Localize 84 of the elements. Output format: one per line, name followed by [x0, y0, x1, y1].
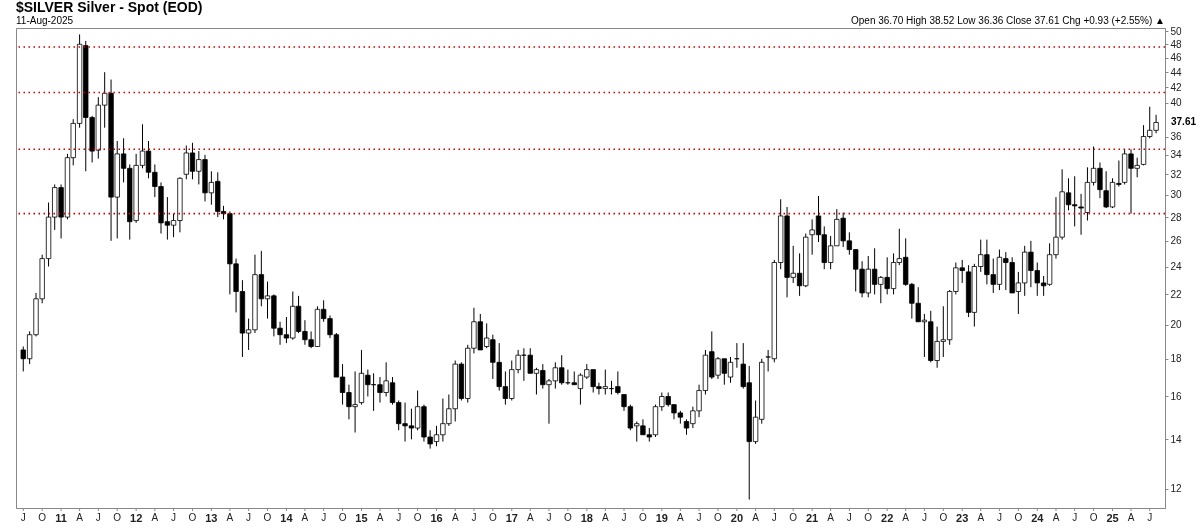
y-tick-label: 26 — [1170, 235, 1183, 247]
x-tick-label: J — [1147, 512, 1153, 523]
y-tick-label: 30 — [1170, 189, 1183, 201]
x-tick-label: O — [38, 512, 47, 523]
y-tick-label: 16 — [1170, 391, 1183, 402]
chart-title: $SILVER Silver - Spot (EOD) — [16, 0, 203, 15]
x-tick-label: 19 — [655, 512, 668, 524]
x-tick-label: 23 — [956, 512, 969, 524]
x-tick-label: J — [546, 512, 552, 523]
x-tick-label: O — [1014, 512, 1023, 523]
x-tick-label: 15 — [355, 512, 368, 524]
x-tick-label: A — [526, 512, 534, 523]
x-tick-label: O — [263, 512, 272, 523]
x-tick-label: O — [639, 512, 648, 523]
x-tick-label: O — [188, 512, 197, 523]
x-tick-label: 11 — [55, 512, 67, 524]
x-tick-label: J — [471, 512, 477, 523]
text: 37.61 — [1171, 116, 1197, 128]
x-tick-label: J — [321, 512, 327, 523]
y-tick-label: 32 — [1170, 168, 1183, 180]
x-tick-label: O — [113, 512, 122, 523]
y-tick-label: 22 — [1170, 288, 1183, 300]
x-tick-label: J — [171, 512, 177, 523]
x-tick-label: 12 — [130, 512, 143, 524]
y-tick-label: 36 — [1170, 131, 1183, 143]
x-tick-label: A — [601, 512, 609, 523]
x-tick-label: 20 — [730, 512, 744, 524]
y-tick-label: 46 — [1170, 52, 1183, 64]
y-tick-label: 48 — [1170, 38, 1183, 50]
x-tick-label: O — [714, 512, 723, 523]
y-tick-label: 34 — [1170, 149, 1183, 161]
text: Open 36.70 High 38.52 Low 36.36 Close 37.61 Chg +0.93 (+2.55%) ▲ — [851, 15, 1165, 26]
x-tick-label: J — [20, 512, 26, 523]
x-tick-label: J — [1072, 512, 1078, 523]
y-tick-label: 50 — [1170, 25, 1183, 37]
x-tick-label: 13 — [205, 512, 218, 524]
x-tick-label: O — [1089, 512, 1098, 523]
x-tick-label: J — [396, 512, 402, 523]
x-tick-label: O — [338, 512, 347, 523]
y-tick-label: 28 — [1170, 211, 1183, 223]
x-tick-label: A — [376, 512, 384, 523]
y-tick-label: 12 — [1170, 483, 1183, 495]
x-tick-label: 21 — [806, 512, 819, 524]
x-tick-label: O — [789, 512, 798, 523]
x-tick-label: J — [921, 512, 927, 523]
x-tick-label: O — [413, 512, 422, 523]
x-tick-label: J — [771, 512, 777, 523]
y-tick-label: 40 — [1170, 97, 1183, 109]
x-tick-label: J — [846, 512, 852, 523]
x-tick-label: A — [76, 512, 84, 523]
chart-subtitle: 11-Aug-2025 — [16, 15, 74, 26]
x-tick-label: A — [451, 512, 459, 523]
x-tick-label: A — [677, 512, 685, 523]
x-tick-label: A — [1052, 512, 1060, 523]
x-tick-label: A — [902, 512, 910, 523]
x-tick-label: A — [977, 512, 985, 523]
x-tick-label: O — [563, 512, 572, 523]
x-tick-label: A — [752, 512, 760, 523]
x-tick-label: O — [488, 512, 497, 523]
y-tick-label: 14 — [1170, 433, 1183, 445]
x-tick-label: 16 — [430, 512, 443, 524]
x-tick-label: J — [95, 512, 101, 523]
x-tick-label: 25 — [1106, 512, 1119, 524]
x-tick-label: J — [996, 512, 1002, 523]
x-tick-label: 22 — [881, 512, 894, 524]
x-tick-label: 17 — [505, 512, 518, 524]
y-tick-label: 18 — [1170, 353, 1183, 365]
x-tick-label: A — [301, 512, 309, 523]
y-tick-label: 42 — [1170, 81, 1183, 93]
x-tick-label: J — [246, 512, 252, 523]
x-tick-label: 18 — [580, 512, 593, 524]
x-tick-label: 14 — [280, 512, 294, 524]
x-tick-label: O — [864, 512, 873, 523]
x-tick-label: J — [696, 512, 702, 523]
y-tick-label: 24 — [1170, 261, 1183, 272]
x-tick-label: O — [939, 512, 948, 523]
x-tick-label: A — [151, 512, 159, 523]
x-tick-label: 24 — [1031, 512, 1045, 524]
y-tick-label: 20 — [1170, 319, 1183, 331]
x-tick-label: J — [621, 512, 627, 523]
y-tick-label: 44 — [1170, 66, 1183, 78]
x-tick-label: A — [827, 512, 835, 523]
x-tick-label: A — [1127, 512, 1135, 523]
x-tick-label: A — [226, 512, 234, 523]
